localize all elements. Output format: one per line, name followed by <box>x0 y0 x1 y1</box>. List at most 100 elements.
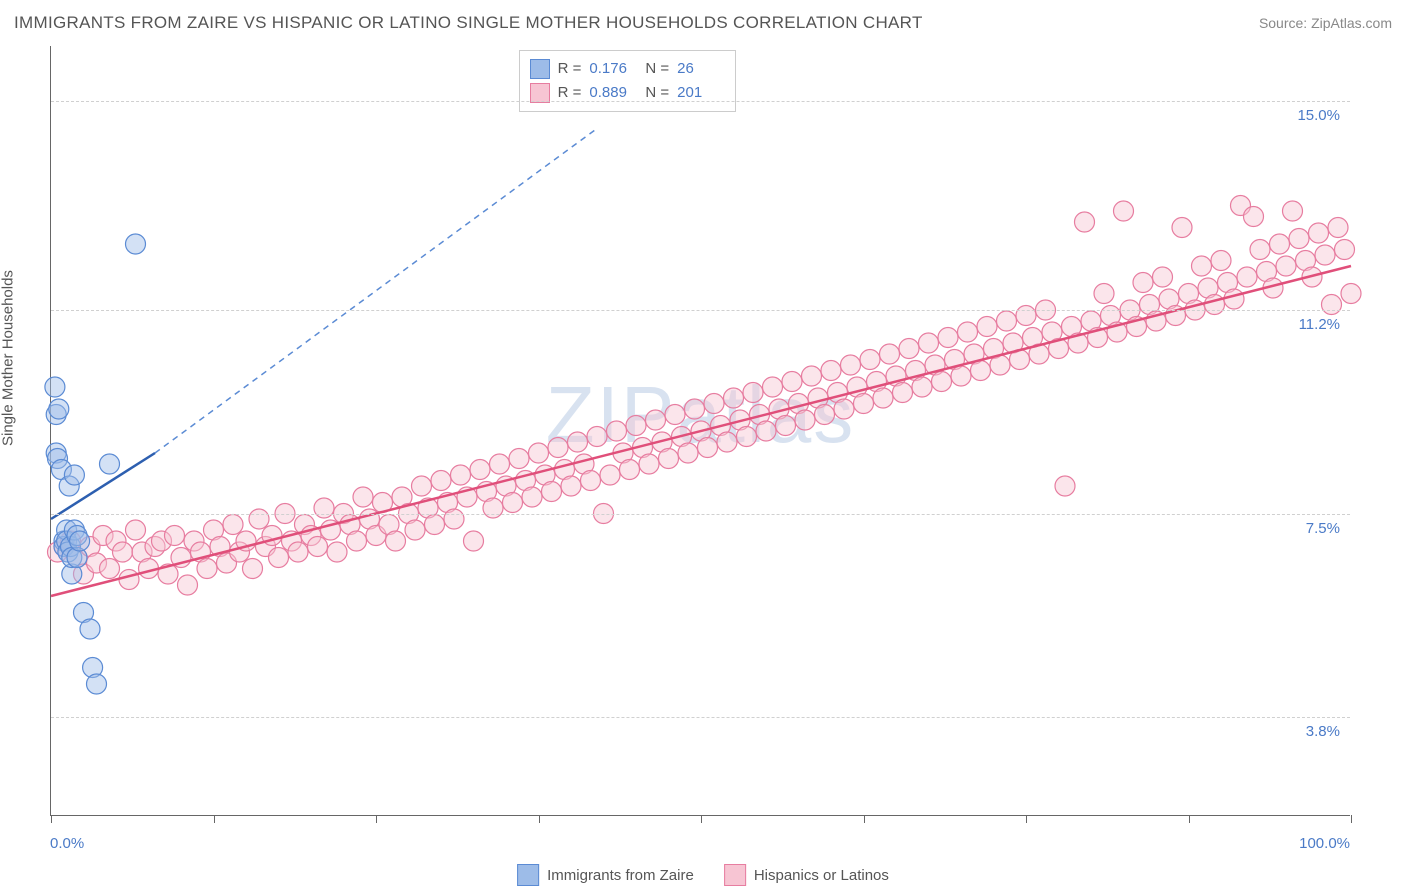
data-point-pink <box>880 344 900 364</box>
data-point-pink <box>327 542 347 562</box>
legend-item-blue: Immigrants from Zaire <box>517 864 694 886</box>
source-label: Source: ZipAtlas.com <box>1259 15 1392 31</box>
trend-line-pink <box>51 266 1351 596</box>
data-point-pink <box>659 449 679 469</box>
data-point-pink <box>704 394 724 414</box>
data-point-blue <box>126 234 146 254</box>
data-point-pink <box>1244 207 1264 227</box>
chart-svg <box>51 46 1350 815</box>
data-point-blue <box>87 674 107 694</box>
y-tick-label: 11.2% <box>1299 316 1340 333</box>
stats-r-label: R = <box>558 57 582 81</box>
data-point-pink <box>854 394 874 414</box>
data-point-pink <box>1283 201 1303 221</box>
data-point-pink <box>841 355 861 375</box>
data-point-pink <box>893 383 913 403</box>
gridline <box>51 514 1350 515</box>
data-point-pink <box>100 559 120 579</box>
x-tick <box>1026 815 1027 823</box>
data-point-pink <box>1211 251 1231 271</box>
data-point-pink <box>490 454 510 474</box>
data-point-pink <box>776 416 796 436</box>
data-point-pink <box>724 388 744 408</box>
data-point-pink <box>743 383 763 403</box>
data-point-blue <box>100 454 120 474</box>
data-point-pink <box>197 559 217 579</box>
x-label-right: 100.0% <box>1299 835 1350 852</box>
data-point-pink <box>581 471 601 491</box>
data-point-pink <box>1016 306 1036 326</box>
chart-title: IMMIGRANTS FROM ZAIRE VS HISPANIC OR LAT… <box>14 13 923 33</box>
x-tick <box>214 815 215 823</box>
data-point-pink <box>607 421 627 441</box>
y-tick-label: 7.5% <box>1306 520 1340 537</box>
data-point-pink <box>568 432 588 452</box>
data-point-pink <box>685 399 705 419</box>
data-point-pink <box>503 493 523 513</box>
data-point-pink <box>165 526 185 546</box>
data-point-pink <box>529 443 549 463</box>
data-point-pink <box>737 427 757 447</box>
data-point-pink <box>821 361 841 381</box>
gridline <box>51 310 1350 311</box>
data-point-pink <box>834 399 854 419</box>
data-point-pink <box>938 328 958 348</box>
data-point-pink <box>646 410 666 430</box>
data-point-pink <box>561 476 581 496</box>
x-tick <box>51 815 52 823</box>
data-point-pink <box>756 421 776 441</box>
y-tick-label: 3.8% <box>1306 723 1340 740</box>
data-point-pink <box>971 361 991 381</box>
data-point-pink <box>308 537 328 557</box>
stats-r-blue: 0.176 <box>589 57 637 81</box>
data-point-pink <box>243 559 263 579</box>
data-point-pink <box>522 487 542 507</box>
data-point-pink <box>977 317 997 337</box>
data-point-pink <box>1309 223 1329 243</box>
gridline <box>51 717 1350 718</box>
data-point-pink <box>860 350 880 370</box>
data-point-blue <box>64 465 84 485</box>
data-point-pink <box>1315 245 1335 265</box>
data-point-pink <box>542 482 562 502</box>
stats-row-blue: R = 0.176 N = 26 <box>530 57 726 81</box>
data-point-pink <box>431 471 451 491</box>
data-point-pink <box>1341 284 1361 304</box>
data-point-pink <box>223 515 243 535</box>
data-point-pink <box>600 465 620 485</box>
data-point-pink <box>1289 229 1309 249</box>
data-point-pink <box>113 542 133 562</box>
title-bar: IMMIGRANTS FROM ZAIRE VS HISPANIC OR LAT… <box>14 8 1392 38</box>
data-point-pink <box>698 438 718 458</box>
x-tick <box>376 815 377 823</box>
data-point-blue <box>80 619 100 639</box>
data-point-pink <box>405 520 425 540</box>
data-point-pink <box>1153 267 1173 287</box>
data-point-pink <box>1172 218 1192 238</box>
legend-swatch-blue <box>517 864 539 886</box>
data-point-pink <box>932 372 952 392</box>
data-point-pink <box>548 438 568 458</box>
data-point-pink <box>1205 295 1225 315</box>
data-point-pink <box>353 487 373 507</box>
data-point-pink <box>269 548 289 568</box>
stats-swatch-pink <box>530 83 550 103</box>
data-point-pink <box>451 465 471 485</box>
legend-item-pink: Hispanics or Latinos <box>724 864 889 886</box>
data-point-pink <box>425 515 445 535</box>
data-point-pink <box>951 366 971 386</box>
data-point-pink <box>249 509 269 529</box>
x-tick <box>864 815 865 823</box>
plot-area: ZIPatlas R = 0.176 N = 26 R = 0.889 N = … <box>50 46 1350 816</box>
data-point-pink <box>639 454 659 474</box>
data-point-pink <box>1094 284 1114 304</box>
data-point-pink <box>1328 218 1348 238</box>
data-point-pink <box>1270 234 1290 254</box>
y-axis-label: Single Mother Households <box>0 270 17 446</box>
data-point-pink <box>386 531 406 551</box>
data-point-pink <box>763 377 783 397</box>
data-point-pink <box>997 311 1017 331</box>
gridline <box>51 101 1350 102</box>
chart-container: IMMIGRANTS FROM ZAIRE VS HISPANIC OR LAT… <box>0 0 1406 892</box>
data-point-pink <box>314 498 334 518</box>
